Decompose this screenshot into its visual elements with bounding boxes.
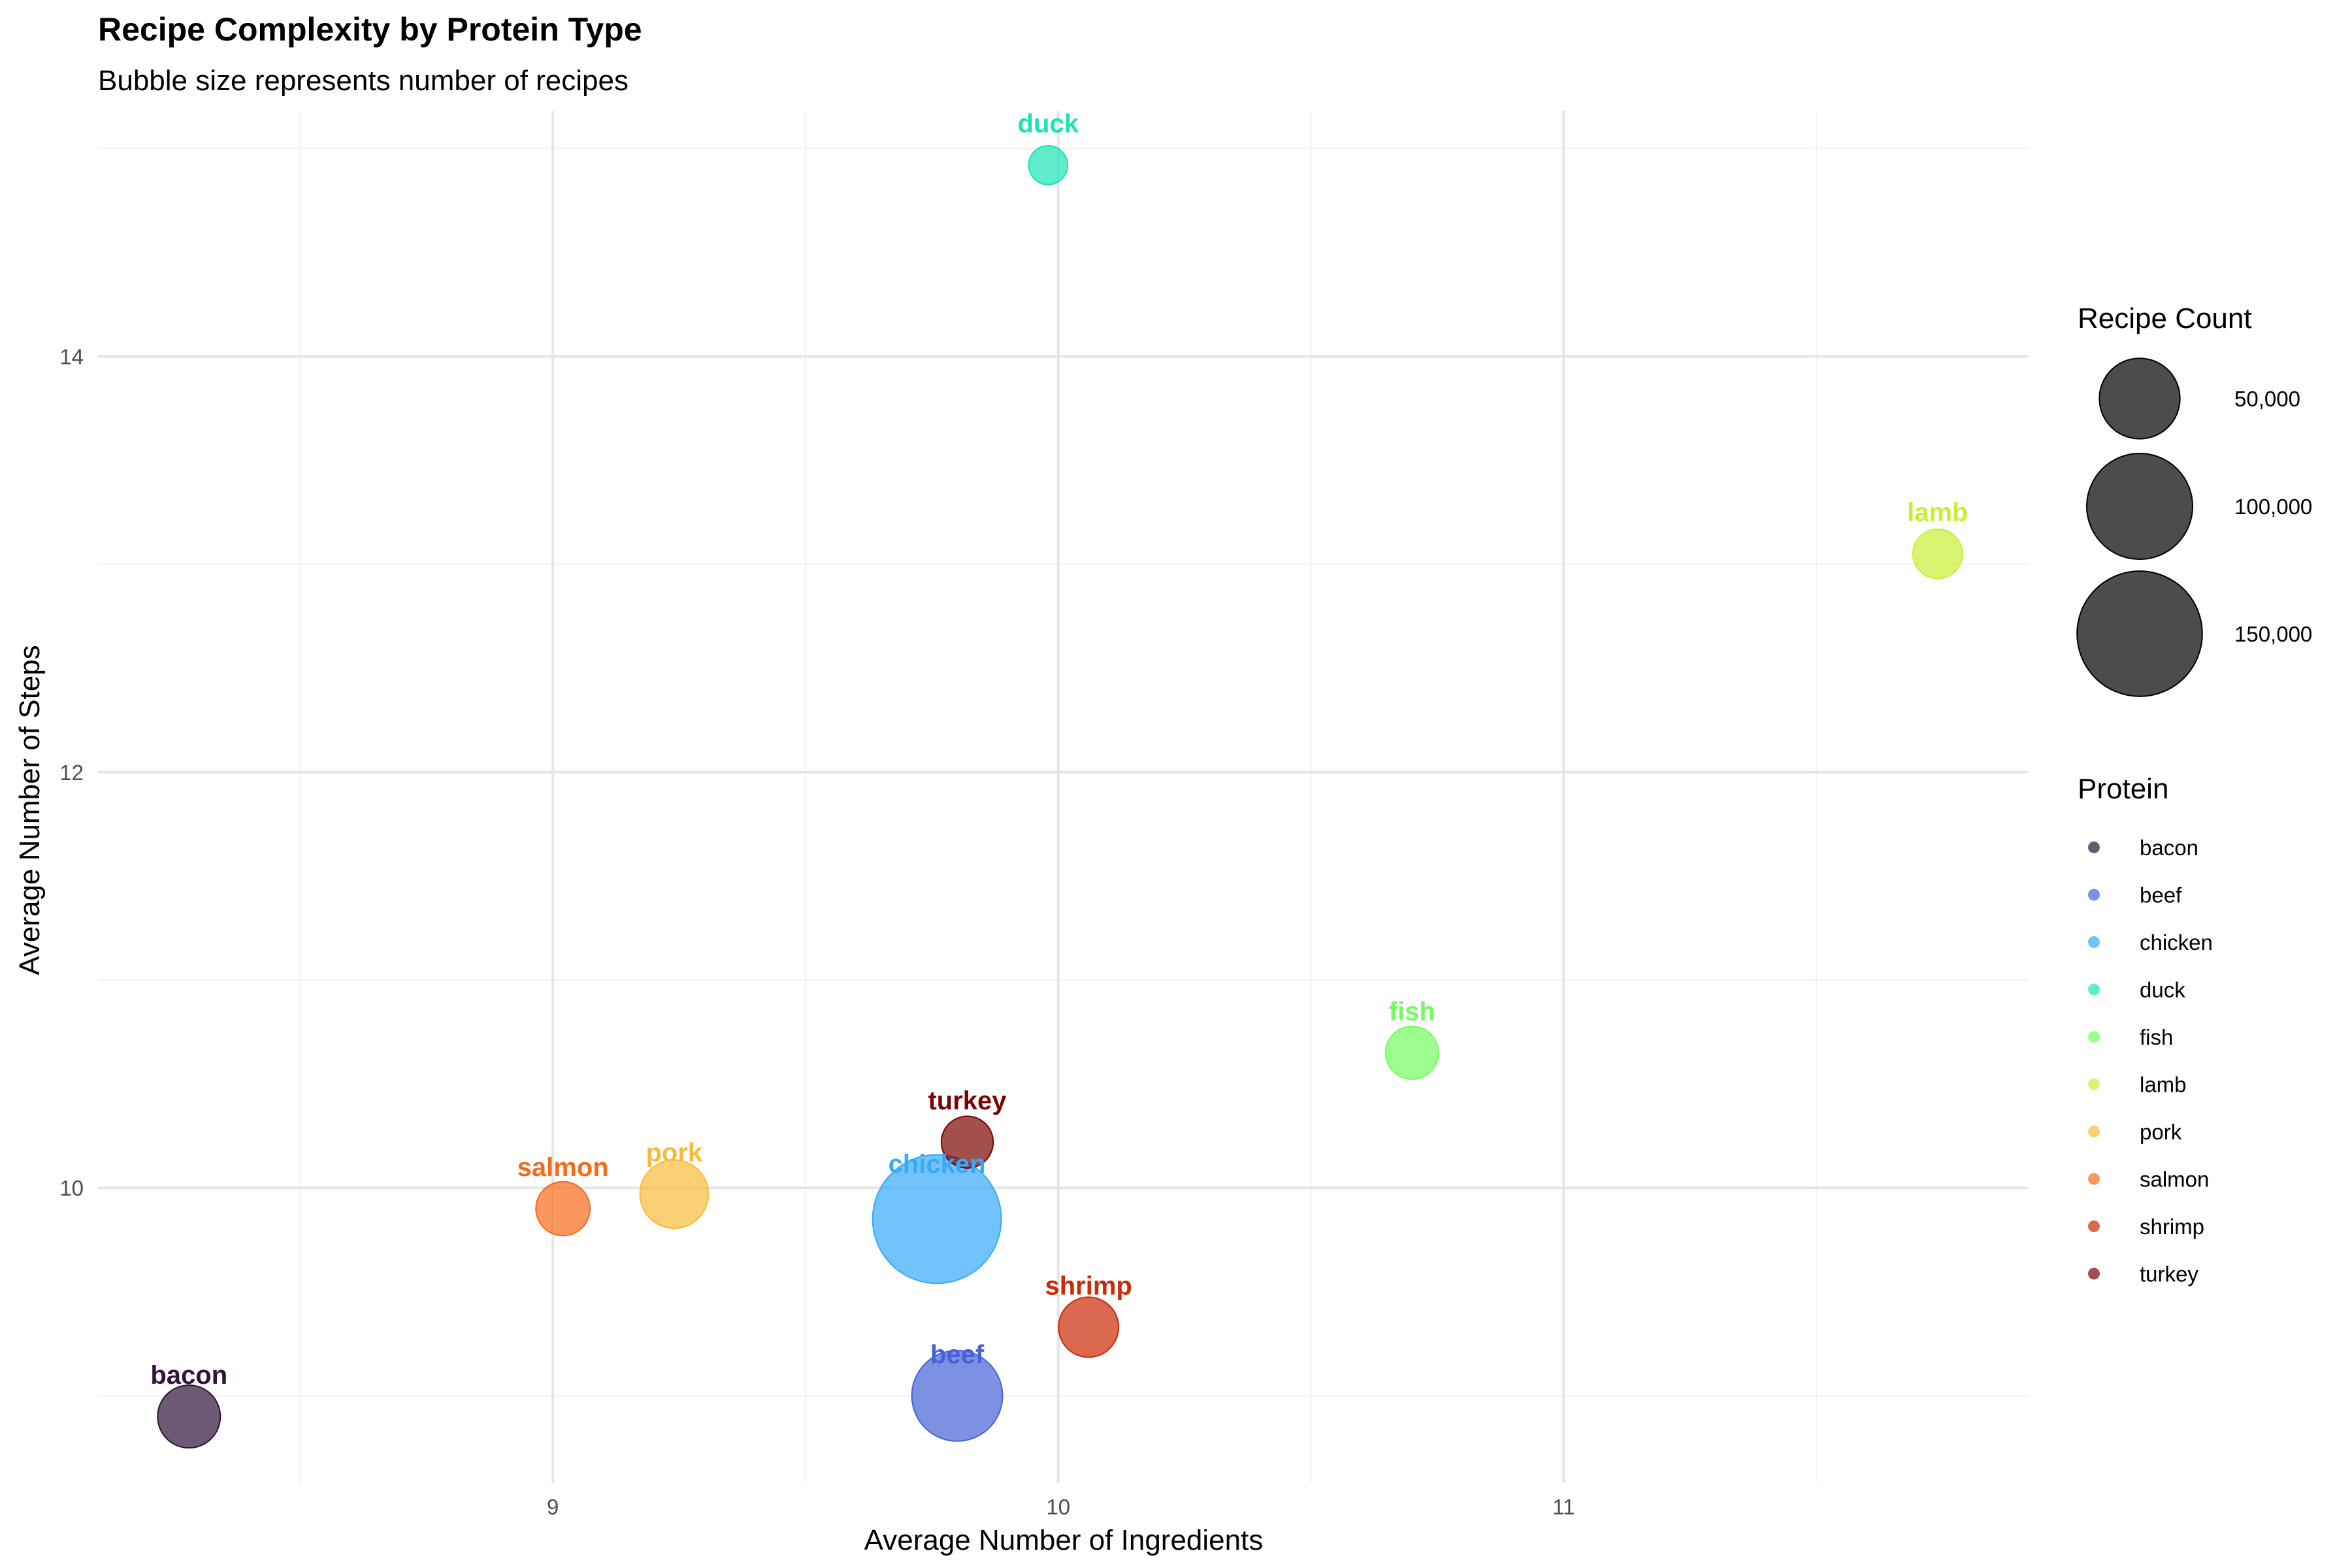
- color-legend-label-pork: pork: [2140, 1120, 2182, 1144]
- size-legend-label: 150,000: [2234, 622, 2312, 646]
- color-legend-label-bacon: bacon: [2140, 836, 2198, 860]
- color-legend-key-pork: [2088, 1126, 2100, 1137]
- size-legend-title: Recipe Count: [2078, 302, 2252, 335]
- x-tick-label: 11: [1552, 1495, 1575, 1519]
- bubble-salmon: [535, 1181, 591, 1237]
- y-axis-ticks: 10 12 14: [59, 344, 84, 1200]
- color-legend-label-fish: fish: [2140, 1025, 2173, 1049]
- color-legend-title: Protein: [2078, 773, 2168, 805]
- color-legend-label-shrimp: shrimp: [2140, 1215, 2204, 1239]
- color-legend-key-chicken: [2088, 936, 2100, 948]
- y-tick-label: 14: [59, 344, 84, 368]
- point-label-layer: bacon beef chicken duck fish lamb pork salmon sh…: [150, 110, 1968, 1390]
- bubble-pork: [639, 1159, 710, 1230]
- point-label-lamb: lamb: [1907, 498, 1968, 527]
- grid-lines: [98, 111, 2029, 1483]
- point-label-duck: duck: [1018, 110, 1079, 139]
- color-legend-label-salmon: salmon: [2140, 1168, 2209, 1192]
- y-axis-title: Average Number of Steps: [14, 645, 46, 975]
- y-tick-label: 12: [59, 760, 84, 785]
- bubble-shrimp: [1058, 1296, 1120, 1358]
- x-axis-title: Average Number of Ingredients: [864, 1524, 1264, 1556]
- point-label-beef: beef: [930, 1340, 985, 1369]
- color-legend-label-lamb: lamb: [2140, 1073, 2187, 1097]
- color-legend-key-turkey: [2088, 1267, 2100, 1280]
- bubble-turkey: [940, 1115, 994, 1169]
- bubble-layer: [157, 144, 1963, 1449]
- size-legend: Recipe Count 50,000 100,000 150,000: [2076, 302, 2312, 697]
- point-label-turkey: turkey: [928, 1086, 1007, 1115]
- color-legend-label-chicken: chicken: [2140, 930, 2213, 955]
- y-tick-label: 10: [59, 1176, 84, 1200]
- bubble-bacon: [157, 1384, 221, 1449]
- color-legend-key-fish: [2088, 1031, 2100, 1043]
- size-legend-label: 50,000: [2234, 387, 2300, 411]
- color-legend-key-shrimp: [2088, 1220, 2100, 1232]
- color-legend-key-duck: [2088, 983, 2100, 996]
- size-legend-label: 100,000: [2234, 495, 2312, 519]
- size-legend-key: [2099, 357, 2181, 440]
- x-tick-label: 9: [547, 1495, 559, 1519]
- size-legend-key: [2086, 453, 2193, 560]
- size-legend-key: [2076, 570, 2203, 697]
- color-legend-label-duck: duck: [2140, 978, 2185, 1002]
- chart-subtitle: Bubble size represents number of recipes: [98, 65, 629, 97]
- x-axis-ticks: 9 10 11: [547, 1495, 1575, 1519]
- point-label-shrimp: shrimp: [1045, 1271, 1132, 1300]
- color-legend-label-turkey: turkey: [2140, 1262, 2198, 1286]
- color-legend-key-bacon: [2088, 841, 2100, 853]
- chart-title: Recipe Complexity by Protein Type: [98, 11, 642, 48]
- point-label-chicken: chicken: [889, 1150, 986, 1179]
- plot-panel: bacon beef chicken duck fish lamb pork salmon sh…: [98, 110, 2029, 1483]
- color-legend-label-beef: beef: [2140, 883, 2182, 907]
- point-label-bacon: bacon: [150, 1361, 227, 1390]
- bubble-fish: [1384, 1025, 1439, 1080]
- color-legend-key-salmon: [2088, 1173, 2100, 1185]
- color-legend-key-beef: [2088, 889, 2100, 901]
- point-label-fish: fish: [1389, 997, 1435, 1026]
- point-label-salmon: salmon: [517, 1153, 609, 1182]
- color-legend: Protein bacon beef chicken duck fish lamb pork…: [2078, 773, 2213, 1286]
- bubble-chicken: [872, 1154, 1002, 1284]
- bubble-duck: [1028, 144, 1069, 186]
- x-tick-label: 10: [1046, 1495, 1070, 1519]
- bubble-beef: [911, 1349, 1004, 1442]
- bubble-lamb: [1912, 528, 1963, 580]
- color-legend-key-lamb: [2088, 1078, 2100, 1090]
- point-label-pork: pork: [646, 1139, 703, 1168]
